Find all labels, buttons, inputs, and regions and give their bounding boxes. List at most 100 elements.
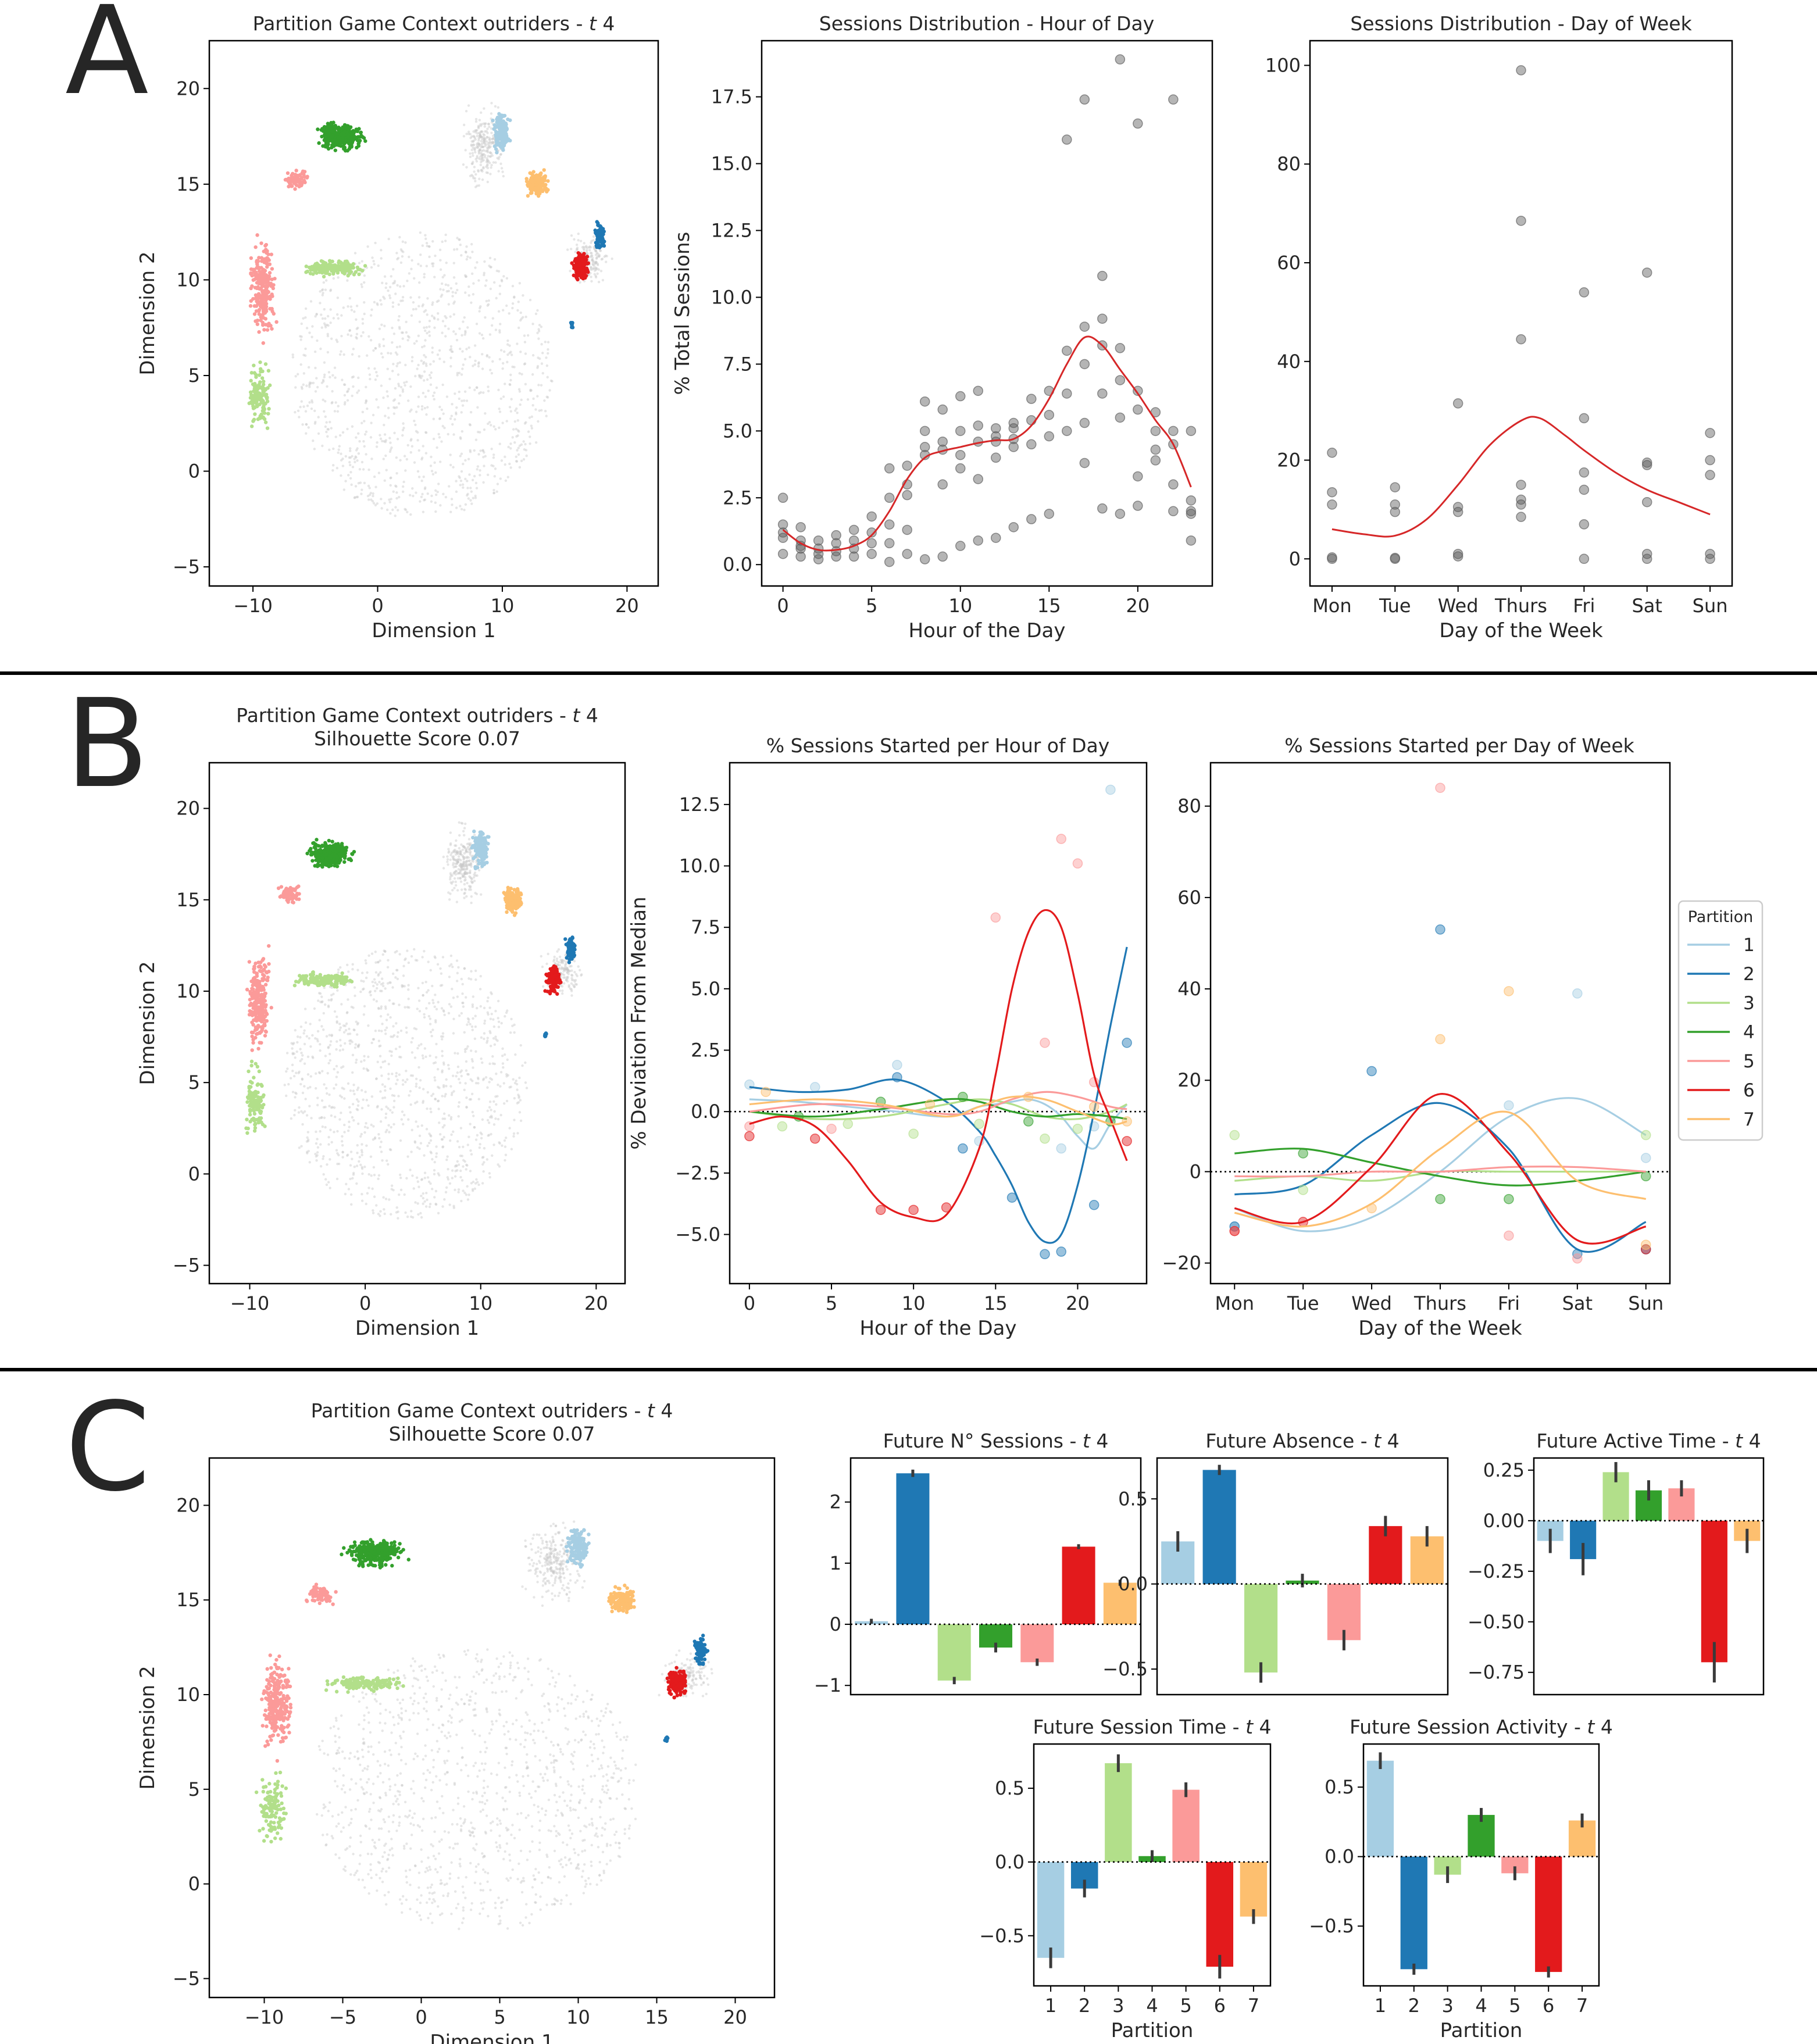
background-point: [420, 405, 424, 408]
background-point: [461, 1179, 464, 1182]
background-point: [494, 1035, 497, 1038]
background-point: [355, 1164, 359, 1167]
data-point: [1150, 426, 1161, 437]
background-point: [298, 1146, 301, 1149]
background-point: [438, 1132, 442, 1136]
background-point: [478, 131, 481, 134]
background-point: [431, 265, 434, 267]
background-point: [316, 1138, 319, 1141]
data-point: [1026, 394, 1037, 404]
background-point: [441, 1146, 444, 1149]
y-tick-label: −5: [173, 556, 200, 578]
background-point: [380, 352, 383, 355]
background-point: [405, 1177, 408, 1180]
background-point: [476, 142, 479, 145]
background-point: [449, 1118, 452, 1121]
background-point: [449, 348, 453, 351]
background-point: [488, 136, 491, 140]
background-point: [353, 1092, 356, 1096]
partition-3-point: [267, 383, 272, 387]
background-point: [472, 293, 475, 296]
background-point: [375, 987, 379, 990]
background-point: [342, 383, 346, 386]
background-point: [376, 983, 379, 986]
background-point: [588, 245, 591, 248]
background-point: [309, 1075, 312, 1078]
partition-6-point: [575, 276, 579, 281]
background-point: [315, 1087, 317, 1090]
background-point: [456, 1065, 460, 1069]
y-tick-label: 10: [176, 980, 200, 1002]
background-point: [322, 1173, 325, 1176]
background-point: [592, 267, 595, 270]
data-point: [1516, 334, 1526, 345]
background-point: [362, 987, 365, 991]
background-point: [447, 1067, 451, 1070]
background-point: [401, 337, 404, 340]
background-point: [506, 343, 509, 346]
background-point: [473, 363, 476, 366]
background-point: [536, 309, 539, 312]
background-point: [439, 259, 442, 262]
background-point: [467, 1135, 470, 1138]
background-point: [436, 353, 440, 356]
background-point: [489, 140, 492, 144]
background-point: [488, 333, 492, 336]
background-point: [492, 492, 495, 495]
partition-4-point: [347, 146, 351, 151]
background-point: [476, 143, 479, 146]
data-point: [1133, 404, 1143, 415]
background-point: [383, 439, 385, 443]
data-point: [884, 492, 895, 503]
background-point: [438, 358, 441, 360]
background-point: [378, 1045, 381, 1048]
background-point: [384, 286, 387, 290]
background-point: [374, 378, 377, 381]
partition-2-point: [602, 244, 606, 248]
partition-4-point: [320, 134, 324, 139]
y-axis-label: Dimension 2: [136, 251, 159, 375]
background-point: [584, 246, 587, 249]
background-point: [489, 1077, 492, 1080]
background-point: [466, 494, 469, 497]
background-point: [372, 349, 375, 352]
background-point: [379, 1066, 383, 1069]
background-point: [360, 1150, 363, 1154]
background-point: [510, 1148, 513, 1150]
background-point: [456, 995, 459, 998]
background-point: [341, 457, 344, 460]
background-point: [431, 1092, 435, 1096]
background-point: [302, 383, 305, 386]
background-point: [342, 306, 345, 309]
background-point: [392, 267, 395, 271]
background-point: [361, 1172, 364, 1175]
background-point: [480, 1036, 483, 1039]
background-point: [406, 1155, 409, 1158]
partition-2-point: [597, 233, 602, 237]
background-point: [356, 495, 359, 499]
background-point: [481, 153, 484, 156]
partition-5-point: [290, 184, 294, 188]
background-point: [513, 1031, 516, 1034]
background-point: [409, 385, 412, 388]
partition-3-point: [340, 971, 344, 975]
background-point: [480, 149, 484, 152]
background-point: [337, 405, 340, 408]
background-point: [465, 996, 467, 999]
background-point: [591, 258, 594, 262]
background-point: [465, 847, 468, 851]
background-point: [474, 1050, 477, 1053]
background-point: [348, 463, 352, 467]
partition-3-point: [338, 260, 343, 265]
background-point: [373, 1174, 376, 1177]
background-point: [478, 136, 481, 139]
background-point: [325, 1087, 328, 1090]
background-point: [426, 492, 429, 495]
background-point: [285, 1052, 289, 1055]
background-point: [504, 383, 506, 385]
x-tick-label: Fri: [1573, 595, 1595, 617]
partition-6-point: [582, 274, 586, 278]
background-point: [435, 1042, 438, 1046]
background-point: [470, 1025, 474, 1028]
background-point: [521, 1064, 524, 1067]
